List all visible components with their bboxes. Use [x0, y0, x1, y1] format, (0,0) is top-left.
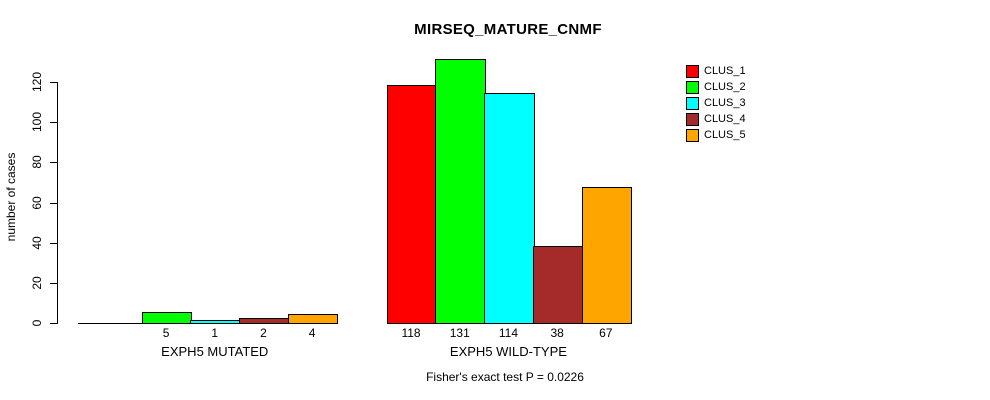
bar-clus_1 — [386, 85, 438, 324]
legend-label: CLUS_4 — [704, 113, 746, 125]
bar-clus_4 — [532, 246, 584, 324]
legend-swatch — [686, 64, 699, 78]
bar-clus_5 — [581, 187, 633, 324]
bar-value-label: 131 — [449, 326, 470, 340]
y-tick-mark — [50, 122, 57, 124]
bar-value-label: 114 — [498, 326, 519, 340]
y-tick-mark — [50, 162, 57, 164]
bar-clus_3 — [190, 320, 242, 324]
legend-label: CLUS_3 — [704, 97, 746, 109]
bar-value-label: 67 — [599, 326, 613, 340]
y-tick-mark — [50, 202, 57, 204]
legend-swatch — [686, 96, 699, 110]
y-tick-mark — [50, 323, 57, 324]
bar-clus_5 — [287, 314, 339, 324]
bar-value-label: 38 — [550, 326, 564, 340]
legend-item: CLUS_5 — [686, 127, 746, 143]
group-label: EXPH5 MUTATED — [161, 344, 269, 359]
bar-value-label: 1 — [211, 326, 219, 340]
legend-item: CLUS_2 — [686, 79, 746, 95]
y-axis-line — [57, 82, 58, 324]
chart-title: MIRSEQ_MATURE_CNMF — [414, 21, 602, 38]
y-tick-mark — [50, 82, 57, 83]
y-tick-label: 20 — [30, 276, 44, 290]
bar-value-label: 2 — [260, 326, 267, 340]
y-tick-mark — [50, 242, 57, 244]
y-tick-label: 0 — [30, 319, 44, 327]
legend-label: CLUS_2 — [704, 81, 746, 93]
y-tick-label: 80 — [30, 155, 44, 170]
y-tick-label: 60 — [30, 195, 44, 210]
y-tick-label: 40 — [30, 235, 44, 250]
legend-label: CLUS_5 — [704, 129, 746, 141]
y-tick-mark — [50, 282, 57, 284]
legend-item: CLUS_3 — [686, 95, 746, 111]
bar-value-label: 4 — [308, 326, 316, 340]
legend-swatch — [686, 128, 699, 142]
legend-label: CLUS_1 — [704, 65, 746, 77]
legend-item: CLUS_1 — [686, 63, 746, 79]
y-axis-label: number of cases — [4, 152, 18, 242]
legend-swatch — [686, 112, 699, 126]
legend-item: CLUS_4 — [686, 111, 746, 127]
y-tick-label: 120 — [30, 71, 44, 93]
bar-clus_2 — [141, 312, 193, 324]
bar-value-label: 5 — [162, 326, 170, 340]
legend-swatch — [686, 80, 699, 94]
legend: CLUS_1 CLUS_2 CLUS_3 CLUS_4 CLUS_5 — [686, 63, 746, 143]
y-tick-label: 100 — [30, 112, 44, 133]
bar-clus_2 — [435, 59, 487, 324]
fisher-test-note: Fisher's exact test P = 0.0226 — [426, 370, 584, 384]
bar-clus_3 — [484, 93, 535, 324]
group-label: EXPH5 WILD-TYPE — [449, 344, 567, 359]
bar-value-label: 118 — [401, 326, 421, 340]
bar-clus_4 — [239, 318, 290, 324]
